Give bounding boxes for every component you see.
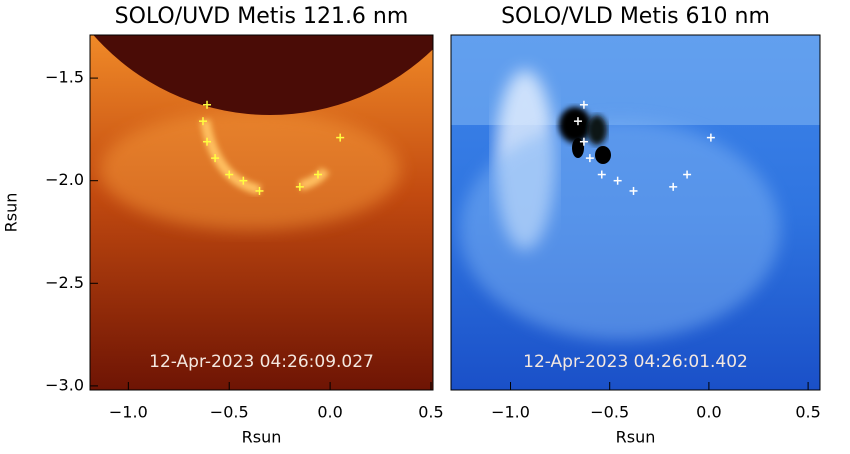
marker	[211, 154, 220, 163]
marker	[613, 176, 622, 185]
x-tick-label: −1.0	[491, 403, 530, 422]
marker	[313, 170, 322, 179]
timestamp: 12-Apr-2023 04:26:01.402	[523, 352, 748, 372]
vld-image	[451, 35, 820, 390]
y-tick-label: −2.0	[45, 170, 84, 189]
marker	[597, 170, 606, 179]
x-tick-label: 0.0	[696, 403, 721, 422]
y-tick-label: −3.0	[45, 375, 84, 394]
axes-frame	[450, 34, 821, 391]
marker	[198, 117, 207, 126]
panel-title: SOLO/VLD Metis 610 nm	[501, 4, 770, 29]
marker	[629, 186, 638, 195]
marker	[255, 186, 264, 195]
marker	[239, 176, 248, 185]
uvd-image	[90, 35, 433, 390]
x-tick-label: 0.5	[418, 403, 443, 422]
marker	[203, 137, 212, 146]
x-tick-label: −1.0	[109, 403, 148, 422]
marker	[669, 182, 678, 191]
marker	[225, 170, 234, 179]
x-tick-label: 0.0	[317, 403, 342, 422]
axes-frame	[89, 34, 434, 391]
marker	[585, 154, 594, 163]
x-tick-label: 0.5	[795, 403, 820, 422]
marker	[203, 100, 212, 109]
y-axis-label: Rsun	[2, 193, 21, 233]
y-tick-label: −2.5	[45, 273, 84, 292]
marker	[683, 170, 692, 179]
marker	[579, 137, 588, 146]
marker	[579, 100, 588, 109]
marker	[573, 117, 582, 126]
x-axis-label: Rsun	[616, 428, 656, 447]
panel-title: SOLO/UVD Metis 121.6 nm	[115, 4, 409, 29]
timestamp: 12-Apr-2023 04:26:09.027	[149, 352, 374, 372]
marker	[336, 133, 345, 142]
x-tick-label: −0.5	[210, 403, 249, 422]
marker	[706, 133, 715, 142]
y-tick-label: −1.5	[45, 68, 84, 87]
x-axis-label: Rsun	[242, 428, 282, 447]
marker	[295, 182, 304, 191]
x-tick-label: −0.5	[590, 403, 629, 422]
